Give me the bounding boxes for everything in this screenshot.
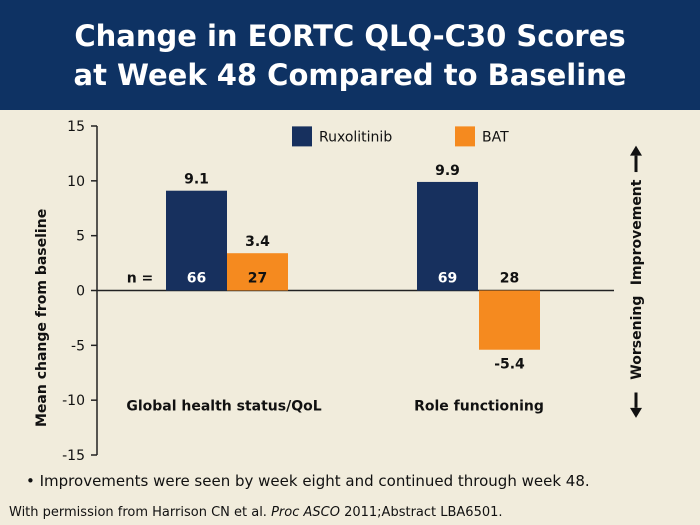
y-tick-label: -5 bbox=[71, 338, 85, 354]
y-tick-label: 10 bbox=[67, 174, 85, 190]
category-label: Role functioning bbox=[414, 399, 544, 415]
bar-ruxolitinib bbox=[417, 181, 478, 291]
y-tick-label: -10 bbox=[62, 393, 85, 409]
data-label: 9.1 bbox=[184, 172, 209, 188]
y-axis-title: Mean change from baseline bbox=[34, 209, 50, 427]
legend-swatch-bat bbox=[455, 126, 475, 147]
bar-bat bbox=[227, 253, 288, 291]
improvement-label: Improvement bbox=[629, 179, 645, 285]
legend-label-ruxolitinib: Ruxolitinib bbox=[319, 129, 392, 145]
y-tick-label: 0 bbox=[76, 284, 85, 300]
y-tick-label: -15 bbox=[62, 448, 85, 464]
bar-bat bbox=[479, 290, 540, 350]
source-journal: Proc ASCO bbox=[271, 505, 340, 520]
data-label: -5.4 bbox=[494, 357, 525, 373]
data-label: 3.4 bbox=[245, 234, 270, 250]
title-line-1: Change in EORTC QLQ-C30 Scores bbox=[74, 19, 626, 53]
up-arrow-icon bbox=[630, 145, 642, 156]
legend-swatch-ruxolitinib bbox=[292, 126, 312, 147]
legend-label-bat: BAT bbox=[482, 129, 509, 145]
bullet-note: • Improvements were seen by week eight a… bbox=[26, 472, 590, 490]
n-label: 66 bbox=[187, 271, 206, 287]
y-tick-label: 5 bbox=[76, 229, 85, 245]
n-prefix-label: n = bbox=[127, 271, 154, 287]
category-label: Global health status/QoL bbox=[126, 399, 321, 415]
source-citation: With permission from Harrison CN et al. … bbox=[9, 505, 503, 520]
data-label: 9.9 bbox=[435, 163, 460, 179]
n-label: 69 bbox=[438, 271, 457, 287]
source-text-pre: With permission from Harrison CN et al. bbox=[9, 505, 272, 520]
title-bar: Change in EORTC QLQ-C30 Scores at Week 4… bbox=[0, 0, 700, 110]
n-label: 28 bbox=[500, 271, 519, 287]
n-label: 27 bbox=[248, 271, 267, 287]
bar-chart: 15 10 5 0 -5 -10 -15 Mean change from baseline 9… bbox=[34, 119, 645, 464]
y-tick-label: 15 bbox=[67, 119, 85, 135]
worsening-label: Worsening bbox=[629, 296, 645, 380]
title-line-2: at Week 48 Compared to Baseline bbox=[73, 58, 627, 92]
bar-ruxolitinib bbox=[166, 190, 227, 291]
source-text-post: 2011;Abstract LBA6501. bbox=[339, 505, 503, 520]
down-arrow-icon bbox=[630, 407, 642, 418]
